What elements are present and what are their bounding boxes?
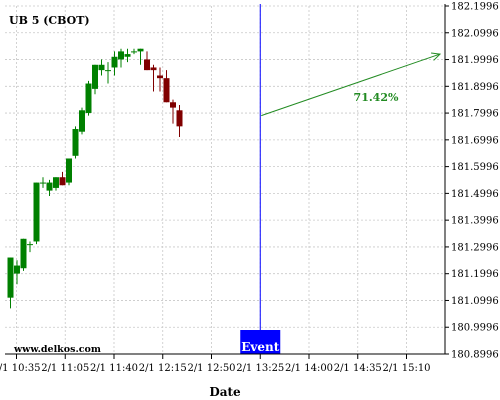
y-tick-label: 181.4996: [451, 189, 499, 200]
y-tick-label: 181.3996: [451, 216, 499, 227]
candle: [92, 64, 98, 95]
y-tick-label: 181.7996: [451, 109, 499, 120]
candle: [40, 177, 46, 188]
candle-body: [40, 182, 46, 184]
y-tick-label: 182.1996: [451, 2, 499, 13]
candle: [98, 59, 105, 76]
forecast-arrow: [261, 52, 442, 117]
candle-body: [157, 75, 163, 79]
candle-body: [131, 51, 137, 53]
candle: [176, 104, 183, 138]
candle-body: [105, 70, 111, 72]
candle-body: [79, 110, 85, 132]
candle: [144, 51, 150, 71]
candle-body: [118, 51, 124, 60]
watermark: www.delkos.com: [13, 344, 101, 355]
candle: [157, 67, 163, 92]
x-tick-label: 2/1 14:00: [285, 363, 333, 374]
y-tick-label: 181.1996: [451, 269, 499, 280]
x-tick-label: 2/1 14:35: [334, 363, 382, 374]
candle: [20, 238, 27, 271]
candle: [14, 260, 20, 285]
candle: [66, 158, 72, 186]
y-tick-label: 182.0996: [451, 28, 499, 39]
x-tick-label: 2/1 11:05: [41, 363, 89, 374]
candle-body: [137, 48, 144, 52]
candle-body: [111, 56, 118, 68]
forecast-arrowhead: [431, 52, 442, 61]
y-tick-label: 180.9996: [451, 323, 499, 334]
candle: [124, 48, 131, 63]
candle-body: [7, 257, 14, 298]
candles: [7, 48, 183, 309]
y-tick-label: 181.2996: [451, 242, 499, 253]
candle: [170, 99, 176, 124]
forecast-label: 71.42%: [354, 91, 399, 104]
y-tick-label: 181.5996: [451, 162, 499, 173]
candle-body: [85, 83, 92, 113]
x-tick-label: 2/1 12:15: [139, 363, 187, 374]
y-tick-label: 181.6996: [451, 135, 499, 146]
candle-body: [20, 238, 27, 269]
candle: [118, 48, 124, 68]
y-axis-ticks: 180.8996 180.9996 181.0996 181.1996 181.2996…: [445, 2, 499, 361]
candle-body: [124, 54, 131, 57]
candle: [131, 48, 137, 55]
x-tick-label: 2/1 13:25: [236, 363, 284, 374]
candle: [105, 62, 111, 84]
candle-body: [92, 64, 98, 89]
forecast-line: [261, 53, 441, 117]
candle: [53, 177, 59, 191]
candle-body: [46, 182, 53, 191]
candle: [137, 48, 144, 65]
x-tick-label: 2/1 15:10: [382, 363, 430, 374]
y-tick-label: 181.8996: [451, 82, 499, 93]
candle: [46, 179, 53, 196]
event-marker-box: [240, 330, 281, 354]
y-tick-label: 181.0996: [451, 296, 499, 307]
candle-body: [72, 129, 79, 156]
candle-body: [27, 244, 33, 246]
candle-body: [170, 102, 176, 108]
candle-body: [150, 67, 157, 71]
candle: [72, 126, 79, 159]
candle-body: [14, 265, 20, 274]
candle-body: [176, 110, 183, 127]
x-axis-label: Date: [209, 385, 241, 399]
candle-body: [53, 177, 59, 188]
candle-body: [59, 177, 66, 186]
candle: [7, 257, 14, 309]
candle: [85, 80, 92, 116]
x-tick-label: 2/1 10:35: [0, 363, 41, 374]
y-tick-label: 181.9996: [451, 55, 499, 66]
chart-title: UB 5 (CBOT): [9, 14, 90, 27]
candle: [111, 51, 118, 76]
x-tick-label: 2/1 11:40: [90, 363, 138, 374]
candle: [33, 182, 40, 245]
candle-body: [66, 158, 72, 183]
y-tick-label: 180.8996: [451, 350, 499, 361]
x-tick-label: 2/1 12:50: [187, 363, 235, 374]
candle: [163, 70, 170, 103]
candle: [150, 64, 157, 92]
candle-body: [33, 182, 40, 242]
candle-body: [163, 78, 170, 103]
event-label: Event: [241, 340, 279, 354]
candle-body: [144, 59, 150, 71]
candle: [59, 171, 66, 186]
candle: [27, 241, 33, 253]
candle: [79, 107, 85, 135]
x-axis-ticks: 2/1 10:352/1 11:052/1 11:402/1 12:152/1 …: [0, 354, 431, 374]
candle-body: [98, 64, 105, 71]
